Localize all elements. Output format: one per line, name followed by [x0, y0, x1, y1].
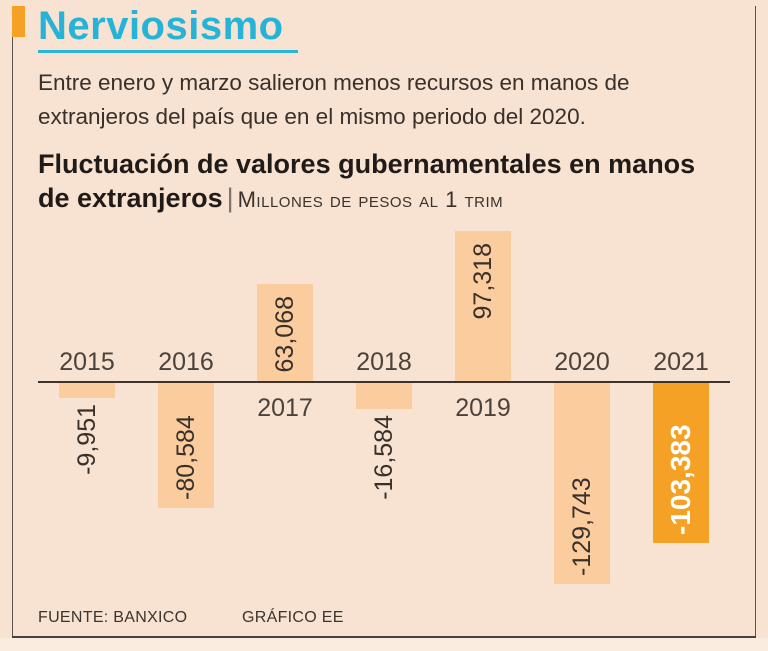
bar-2016: -80,584 — [158, 383, 214, 508]
title-accent-marker — [12, 6, 25, 37]
bar-2018: -16,584 — [356, 383, 412, 500]
subtitle: Entre enero y marzo salieron menos recur… — [38, 66, 630, 134]
bar-2017: 63,068 — [257, 284, 313, 382]
value-label-2015: -9,951 — [73, 404, 101, 475]
bar-2020: -129,743 — [554, 383, 610, 584]
page-title: Nerviosismo — [38, 4, 284, 48]
chart-title-line-2-bold: de extranjeros — [38, 183, 223, 213]
chart-title-line-2: de extranjeros | Millones de pesos al 1 tr… — [38, 181, 695, 217]
value-label-2018: -16,584 — [370, 415, 398, 500]
outer-background-strip — [0, 638, 768, 651]
year-label-2017: 2017 — [257, 394, 313, 422]
value-label-2019: 97,318 — [469, 243, 497, 320]
bar-2019: 97,318 — [455, 231, 511, 382]
frame-border-bottom — [12, 636, 756, 638]
frame-border-left — [12, 6, 13, 638]
value-label-2021: -103,383 — [665, 424, 696, 535]
value-label-2020: -129,743 — [568, 477, 596, 576]
chart-title-separator: | — [226, 183, 234, 213]
year-label-2021: 2021 — [653, 348, 709, 376]
title-underline — [38, 50, 298, 53]
frame-border-right — [755, 6, 756, 638]
year-label-2020: 2020 — [554, 348, 610, 376]
source-label: FUENTE: BANXICO — [38, 609, 188, 626]
value-label-2017: 63,068 — [271, 296, 299, 373]
chart-title: Fluctuación de valores gubernamentales e… — [38, 147, 695, 217]
year-label-2018: 2018 — [356, 348, 412, 376]
year-label-2019: 2019 — [455, 394, 511, 422]
bar-2015: -9,951 — [59, 383, 115, 475]
year-label-2015: 2015 — [59, 348, 115, 376]
credit-label: GRÁFICO EE — [242, 609, 344, 626]
zero-axis-line — [38, 381, 730, 383]
subtitle-line-1: Entre enero y marzo salieron menos recur… — [38, 70, 630, 95]
bar-2021: -103,383 — [653, 383, 709, 543]
subtitle-line-2: extranjeros del país que en el mismo per… — [38, 104, 586, 129]
year-label-2016: 2016 — [158, 348, 214, 376]
value-label-2016: -80,584 — [172, 415, 200, 500]
chart-units-label: Millones de pesos al 1 trim — [237, 187, 504, 212]
chart-title-line-1: Fluctuación de valores gubernamentales e… — [38, 149, 696, 179]
